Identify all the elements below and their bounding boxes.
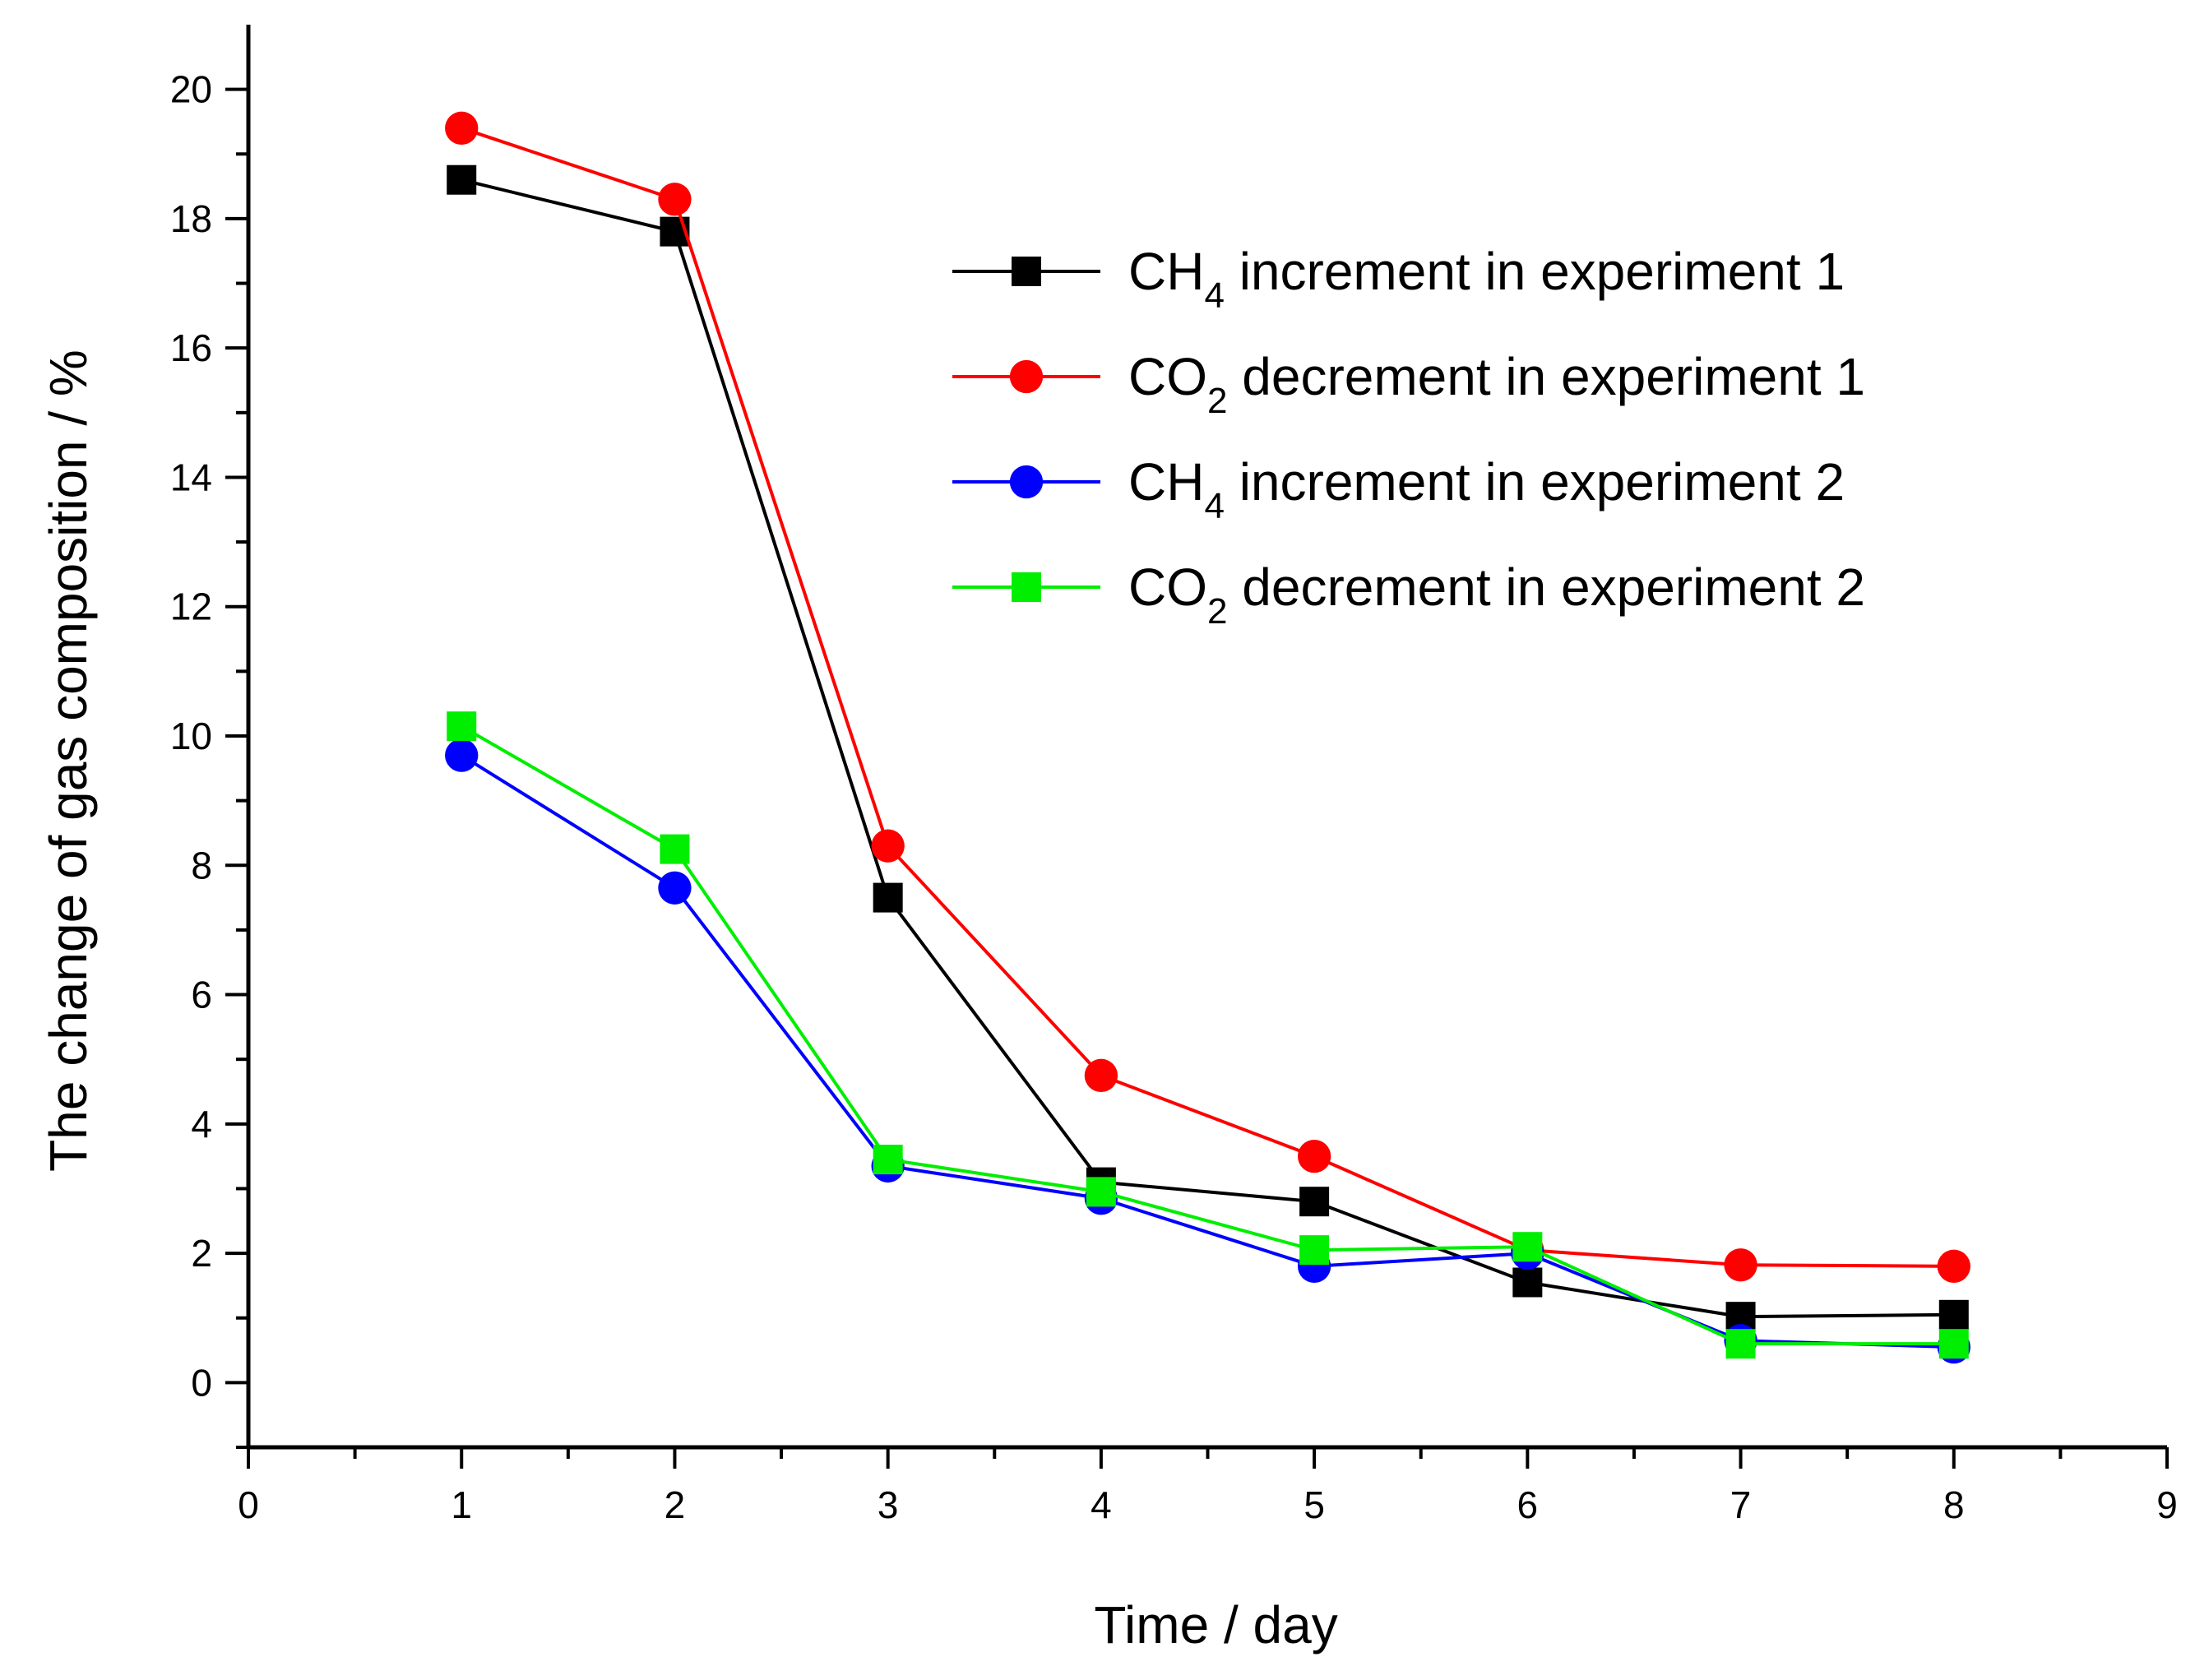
y-axis-title: The change of gas composition / % (39, 349, 98, 1172)
data-point (1512, 1232, 1543, 1262)
x-tick-label: 1 (451, 1483, 472, 1526)
x-tick-label: 8 (1943, 1483, 1965, 1526)
y-tick-label: 16 (170, 326, 212, 369)
y-tick-label: 10 (170, 715, 212, 757)
data-point (873, 882, 903, 913)
y-tick-label: 14 (170, 456, 212, 498)
legend-entry-4: CO2 decrement in experiment 2 (952, 558, 1865, 632)
data-point (660, 834, 690, 864)
data-point (1297, 1139, 1331, 1173)
x-tick-label: 3 (878, 1483, 899, 1526)
data-point (1512, 1267, 1543, 1298)
series-4 (447, 711, 1969, 1359)
y-tick-label: 0 (191, 1361, 212, 1404)
legend-marker (1009, 359, 1044, 394)
x-tick-label: 5 (1304, 1483, 1325, 1526)
data-point (658, 871, 692, 905)
data-point (1725, 1329, 1756, 1359)
x-tick-label: 9 (2156, 1483, 2178, 1526)
data-point (1086, 1177, 1116, 1207)
data-point (445, 111, 479, 145)
y-tick-label: 2 (191, 1232, 212, 1275)
legend-entry-3: CH4 increment in experiment 2 (952, 452, 1845, 526)
x-axis-title: Time / day (1094, 1595, 1337, 1655)
series-1 (447, 164, 1969, 1332)
data-point (447, 164, 477, 195)
y-tick-label: 12 (170, 585, 212, 628)
data-point (1937, 1249, 1970, 1283)
data-point (873, 1145, 903, 1175)
legend-marker (1009, 465, 1044, 499)
data-point (658, 183, 692, 216)
legend-entry-1: CH4 increment in experiment 1 (952, 242, 1845, 316)
series-line (461, 178, 1954, 1319)
legend-marker (1012, 572, 1041, 602)
data-point (1299, 1235, 1330, 1266)
legend-entry-2: CO2 decrement in experiment 1 (952, 347, 1865, 421)
series-layer (445, 111, 1970, 1364)
data-point (447, 711, 477, 742)
y-tick-label: 18 (170, 197, 212, 240)
series-line (461, 724, 1954, 1346)
y-tick-label: 4 (191, 1103, 212, 1145)
data-point (1724, 1248, 1757, 1282)
legend-label: CH4 increment in experiment 2 (1128, 452, 1845, 526)
data-point (1299, 1187, 1330, 1217)
series-line (461, 126, 1954, 1268)
data-point (1938, 1329, 1969, 1359)
legend-marker (1012, 257, 1041, 286)
x-tick-label: 4 (1091, 1483, 1112, 1526)
legend-label: CO2 decrement in experiment 1 (1128, 347, 1865, 421)
y-tick-label: 8 (191, 844, 212, 886)
legend: CH4 increment in experiment 1 CO2 decreme… (952, 242, 1865, 632)
x-tick-label: 7 (1730, 1483, 1752, 1526)
data-point (1938, 1299, 1969, 1330)
data-point (445, 738, 479, 772)
data-point (1084, 1058, 1118, 1093)
x-tick-label: 0 (238, 1483, 259, 1526)
legend-label: CO2 decrement in experiment 2 (1128, 558, 1865, 632)
x-tick-label: 6 (1517, 1483, 1539, 1526)
y-tick-label: 20 (170, 68, 212, 111)
y-tick-label: 6 (191, 974, 212, 1016)
x-tick-label: 2 (665, 1483, 686, 1526)
legend-label: CH4 increment in experiment 1 (1128, 242, 1845, 316)
data-point (871, 829, 905, 863)
